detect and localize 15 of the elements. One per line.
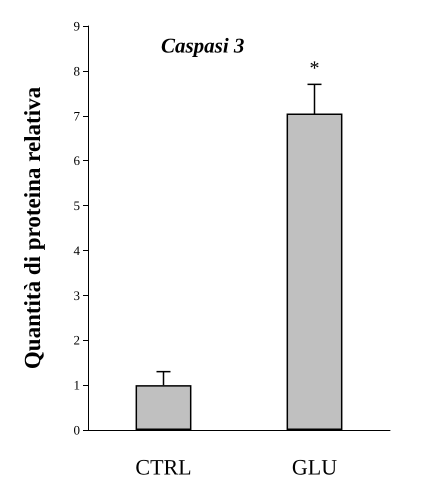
x-tick-label: GLU xyxy=(292,454,338,480)
y-tick-label: 0 xyxy=(74,422,80,438)
y-axis-title: Quantità di proteina relativa xyxy=(20,86,45,370)
x-tick-label: CTRL xyxy=(135,454,192,480)
y-tick-label: 8 xyxy=(74,63,80,78)
y-tick-label: 6 xyxy=(74,153,80,168)
y-tick-label: 5 xyxy=(74,198,80,214)
y-tick-label: 2 xyxy=(74,332,80,348)
y-tick-label: 1 xyxy=(74,378,80,393)
y-tick-label: 9 xyxy=(74,18,80,34)
chart-title: Caspasi 3 xyxy=(161,34,244,58)
annotation: * xyxy=(310,57,320,80)
y-tick-label: 7 xyxy=(74,108,80,124)
y-tick-label: 4 xyxy=(74,242,80,258)
y-tick-label: 3 xyxy=(74,288,80,303)
